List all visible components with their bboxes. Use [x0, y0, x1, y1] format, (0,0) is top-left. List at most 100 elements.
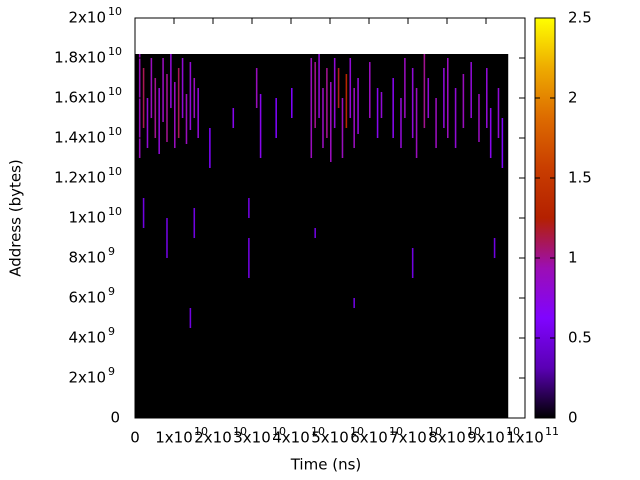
- heatmap-cell: [493, 238, 496, 258]
- y-tick-label: 6x10: [68, 289, 106, 307]
- heatmap-cell: [489, 108, 492, 158]
- heatmap-cell: [314, 62, 316, 128]
- heatmap-cell: [423, 54, 426, 128]
- heatmap-cell: [248, 198, 250, 218]
- heatmap-cell: [310, 58, 313, 158]
- x-tick-exponent: 10: [506, 425, 520, 438]
- heatmap-cell: [447, 58, 449, 138]
- x-tick-exponent: 10: [233, 425, 247, 438]
- colorbar-tick-label: 0.5: [568, 329, 592, 347]
- heatmap-cell: [197, 88, 199, 138]
- heatmap-cell: [177, 68, 180, 138]
- heatmap-cell: [353, 88, 355, 148]
- x-axis-label: Time (ns): [290, 456, 362, 474]
- heatmap-cell: [170, 54, 172, 108]
- heatmap-cell: [158, 88, 160, 154]
- heatmap-cell: [150, 58, 153, 118]
- heatmap-cell: [443, 68, 445, 128]
- y-tick-label: 2x10: [68, 369, 106, 387]
- x-tick-exponent: 11: [545, 425, 559, 438]
- heatmap-cell: [166, 218, 168, 258]
- heatmap-cell: [349, 58, 352, 118]
- x-tick-label: 4x10: [272, 429, 310, 447]
- x-tick-exponent: 10: [194, 425, 208, 438]
- heatmap-cell: [435, 98, 437, 148]
- heatmap-cell: [326, 68, 328, 138]
- x-tick-exponent: 10: [311, 425, 325, 438]
- heatmap-cell: [318, 54, 320, 118]
- y-tick-label: 2x10: [68, 9, 106, 27]
- heatmap-cell: [193, 78, 196, 118]
- y-tick-label: 1.6x10: [54, 89, 106, 107]
- colorbar-tick-label: 2: [568, 89, 578, 107]
- x-tick-label: 6x10: [350, 429, 388, 447]
- heatmap-cell: [166, 74, 168, 142]
- x-tick-label: 0: [130, 429, 140, 447]
- heatmap-cell: [462, 74, 465, 128]
- x-tick-exponent: 10: [272, 425, 286, 438]
- heatmap-cell: [185, 94, 188, 144]
- heatmap-cell: [146, 98, 149, 148]
- heatmap-cell: [275, 98, 277, 138]
- x-tick-exponent: 10: [389, 425, 403, 438]
- x-tick-exponent: 10: [428, 425, 442, 438]
- heatmap-cell: [314, 228, 316, 238]
- heatmap-cell: [232, 108, 235, 128]
- y-tick-exponent: 10: [108, 45, 122, 58]
- heatmap-cell: [209, 128, 211, 168]
- heatmap-cell: [345, 74, 348, 128]
- heatmap-cell: [193, 208, 196, 238]
- y-tick-exponent: 10: [108, 5, 122, 18]
- x-tick-label: 5x10: [311, 429, 349, 447]
- heatmap-background: [135, 54, 509, 418]
- heatmap-cell: [322, 88, 324, 148]
- heatmap-cell: [174, 82, 176, 148]
- heatmap-cell: [411, 248, 414, 278]
- y-tick-exponent: 9: [108, 365, 115, 378]
- heatmap-cell: [415, 88, 418, 158]
- heatmap-cell: [142, 198, 145, 228]
- heatmap-cell: [138, 54, 141, 158]
- heatmap-cell: [454, 88, 457, 148]
- heatmap-cell: [162, 58, 164, 122]
- colorbar: [534, 17, 556, 419]
- y-tick-label: 1.8x10: [54, 49, 106, 67]
- y-tick-exponent: 10: [108, 125, 122, 138]
- y-tick-exponent: 10: [108, 205, 122, 218]
- y-tick-label: 0: [110, 409, 120, 427]
- heatmap-cell: [400, 98, 402, 148]
- heatmap-cell: [369, 62, 371, 118]
- heatmap-cell: [248, 238, 250, 278]
- x-tick-label: 1x10: [506, 429, 544, 447]
- heatmap-cell: [142, 68, 145, 128]
- heatmap-cell: [333, 58, 336, 128]
- y-tick-exponent: 9: [108, 245, 115, 258]
- x-tick-label: 9x10: [467, 429, 505, 447]
- colorbar-tick-label: 1: [568, 249, 578, 267]
- heatmap-cell: [380, 92, 383, 118]
- heatmap-cell: [478, 94, 480, 142]
- heatmap-cell: [255, 68, 258, 108]
- y-tick-exponent: 10: [108, 85, 122, 98]
- heatmap-cell: [341, 98, 344, 158]
- x-tick-label: 3x10: [233, 429, 271, 447]
- heatmap-cell: [291, 88, 293, 118]
- x-tick-exponent: 10: [467, 425, 481, 438]
- heatmap-cell: [376, 88, 379, 138]
- x-tick-exponent: 10: [350, 425, 364, 438]
- y-tick-label: 1.4x10: [54, 129, 106, 147]
- x-tick-label: 7x10: [389, 429, 427, 447]
- y-tick-label: 8x10: [68, 249, 106, 267]
- colorbar-tick-label: 1.5: [568, 169, 592, 187]
- y-tick-exponent: 9: [108, 325, 115, 338]
- heatmap-cell: [501, 118, 504, 168]
- heatmap-cell: [404, 58, 406, 118]
- x-tick-label: 8x10: [428, 429, 466, 447]
- heatmap-cell: [470, 62, 472, 118]
- y-tick-label: 1x10: [68, 209, 106, 227]
- y-tick-exponent: 9: [108, 285, 115, 298]
- heatmap-cell: [486, 68, 488, 128]
- y-axis-label: Address (bytes): [7, 159, 25, 277]
- heatmap-cell: [259, 94, 262, 158]
- x-tick-label: 1x10: [155, 429, 193, 447]
